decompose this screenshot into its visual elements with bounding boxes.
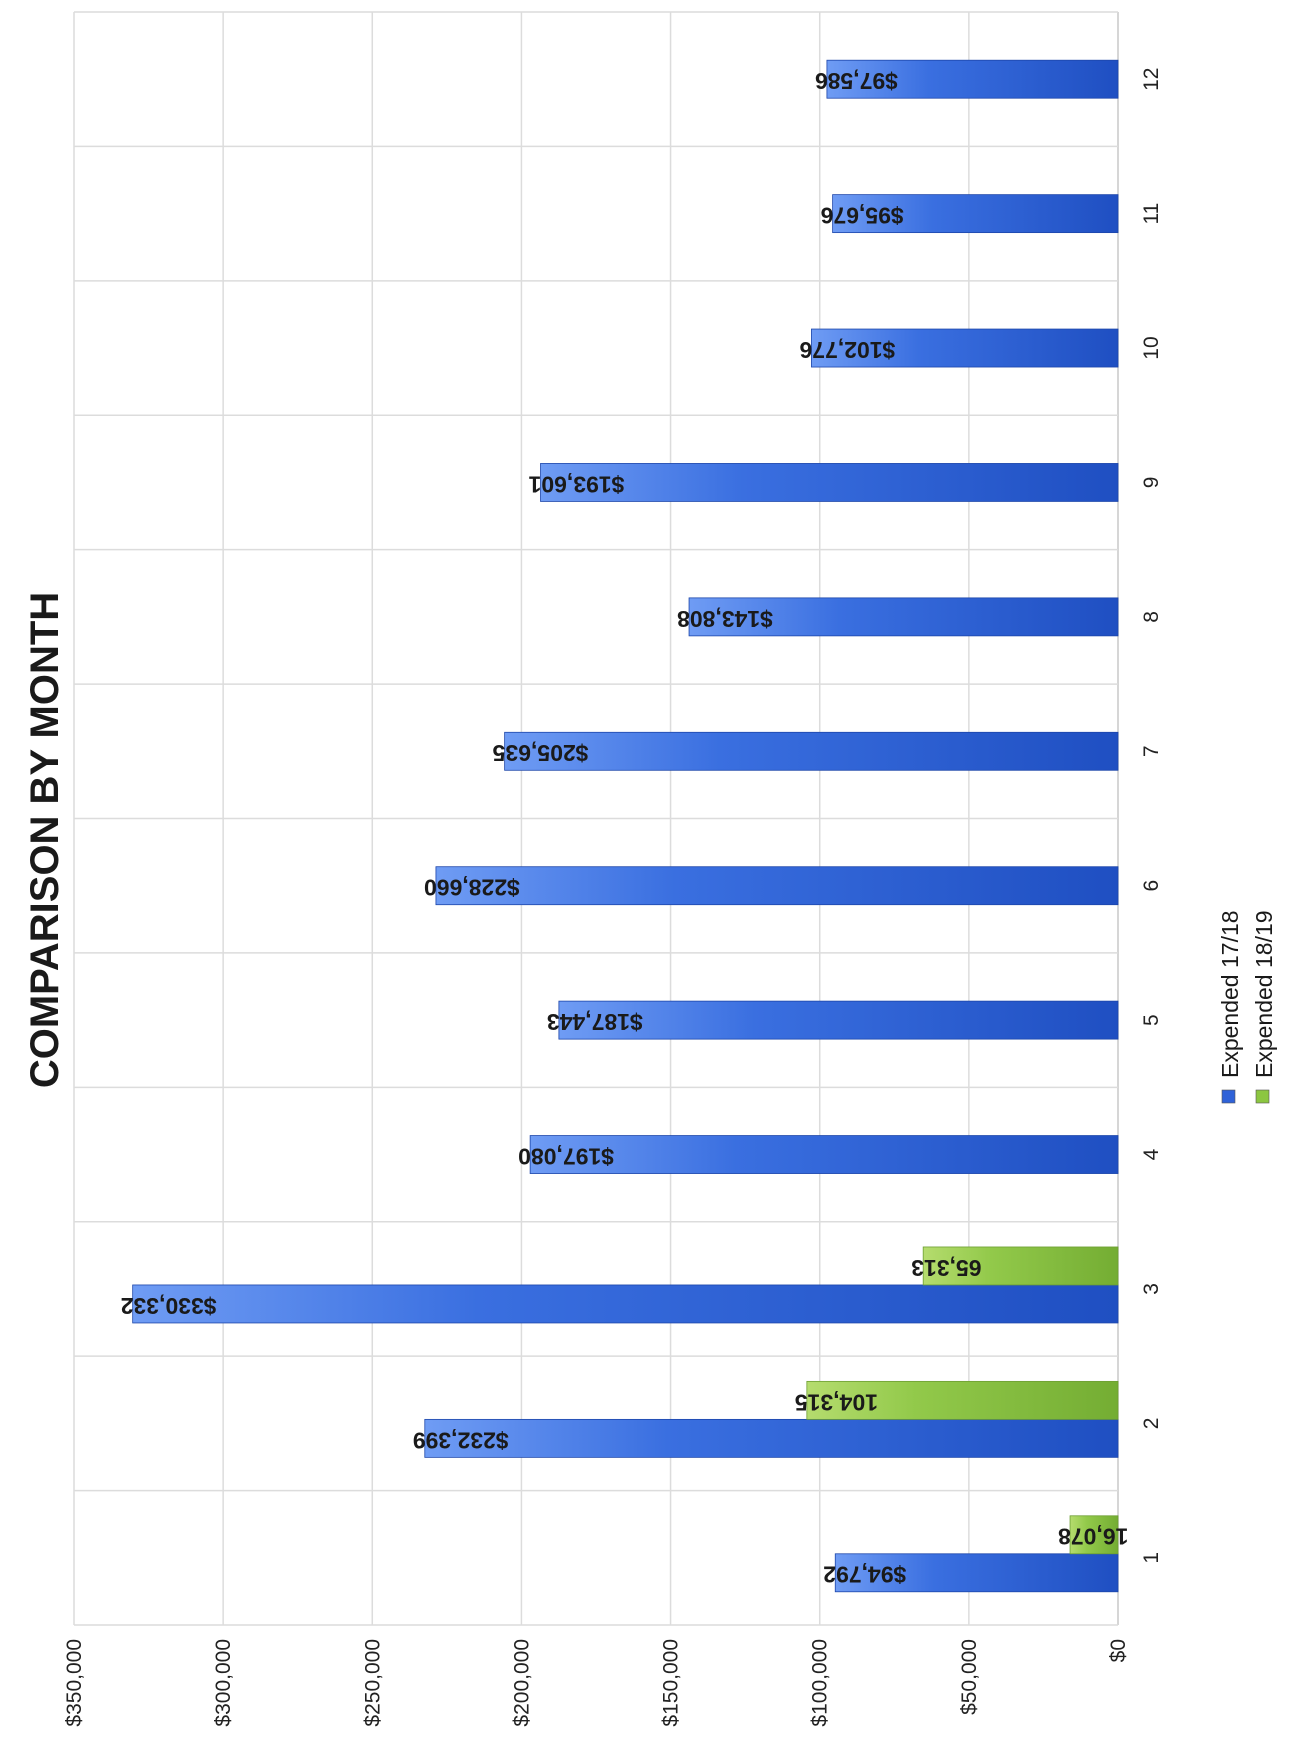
data-label-17-18: $97,586 [815, 68, 898, 94]
legend-entry-label: Expended 17/18 [1217, 910, 1243, 1078]
category-tick-label: 3 [1140, 1283, 1163, 1295]
data-label-17-18: $193,601 [528, 471, 624, 497]
legend-swatch [1255, 1089, 1270, 1104]
legend-entry-label: Expended 18/19 [1251, 910, 1277, 1078]
data-label-17-18: $330,332 [121, 1293, 217, 1319]
bar-expended-17-18 [688, 597, 1119, 637]
grid-lines [73, 11, 1119, 1626]
value-tick-label: $50,000 [958, 1639, 981, 1715]
bar-expended-17-18 [132, 1284, 1119, 1324]
data-label-17-18: $197,080 [518, 1143, 614, 1169]
value-tick-label: $250,000 [361, 1639, 384, 1727]
value-tick-label: $350,000 [63, 1639, 86, 1727]
data-label-18-19: 65,313 [911, 1255, 981, 1281]
bars [132, 59, 1119, 1593]
category-tick-label: 11 [1140, 203, 1163, 225]
category-tick-label: 12 [1140, 68, 1163, 91]
bar-expended-17-18 [832, 194, 1119, 234]
value-tick-label: $200,000 [510, 1639, 533, 1727]
data-label-17-18: $102,776 [799, 337, 895, 363]
value-tick-label: $300,000 [212, 1639, 235, 1727]
bar-expended-17-18 [558, 1000, 1119, 1040]
data-label-18-19: 16,078 [1058, 1524, 1129, 1550]
category-tick-label: 9 [1140, 477, 1163, 489]
category-tick-label: 1 [1140, 1552, 1163, 1564]
category-tick-label: 5 [1140, 1014, 1163, 1026]
chart-title-group: COMPARISON BY MONTH [23, 592, 67, 1088]
value-tick-label: $0 [1107, 1639, 1130, 1662]
bar-expended-17-18 [504, 731, 1119, 771]
bar-expended-18-19 [1069, 1515, 1119, 1555]
data-label-18-19: 104,315 [795, 1389, 878, 1415]
axes: $0 $50,000 $100,000 $150,000 $200,000 $250,00… [63, 68, 1163, 1727]
category-tick-label: 2 [1140, 1418, 1163, 1430]
data-label-17-18: $228,660 [424, 875, 520, 901]
bar-expended-17-18 [529, 1135, 1119, 1174]
data-label-17-18: $187,443 [547, 1009, 643, 1035]
bar-expended-17-18 [540, 463, 1119, 502]
category-tick-label: 7 [1140, 745, 1163, 757]
data-label-17-18: $94,792 [823, 1562, 906, 1588]
data-label-17-18: $232,399 [413, 1427, 509, 1453]
bar-expended-17-18 [435, 866, 1119, 906]
category-tick-label: 4 [1140, 1148, 1163, 1160]
bar-expended-17-18 [834, 1553, 1119, 1593]
data-label-17-18: $205,635 [492, 740, 588, 766]
data-labels: $94,792 16,078 $232,399 104,315 $330,332 65,3… [121, 68, 1129, 1588]
bar-expended-18-19 [806, 1380, 1119, 1420]
legend-swatch [1221, 1089, 1236, 1104]
value-tick-label: $150,000 [660, 1639, 683, 1727]
legend: Expended 17/18 Expended 18/19 [1217, 910, 1277, 1104]
chart-title: COMPARISON BY MONTH [23, 592, 67, 1088]
bar-expended-17-18 [811, 328, 1119, 368]
bar-expended-17-18 [424, 1418, 1119, 1458]
category-tick-label: 6 [1140, 880, 1163, 892]
data-label-17-18: $143,808 [677, 606, 773, 632]
bar-expended-17-18 [826, 59, 1119, 99]
data-label-17-18: $95,676 [821, 203, 904, 229]
category-tick-label: 8 [1140, 611, 1163, 623]
value-tick-label: $100,000 [809, 1639, 832, 1727]
bar-expended-18-19 [922, 1246, 1119, 1286]
category-tick-label: 10 [1140, 336, 1163, 359]
